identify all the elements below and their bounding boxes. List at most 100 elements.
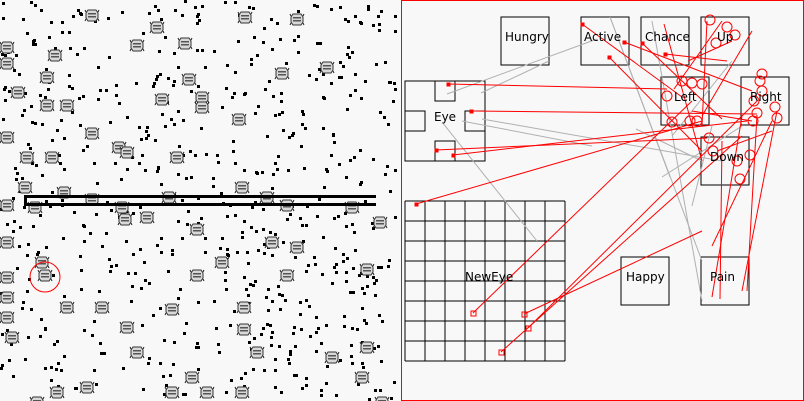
bug[interactable] (17, 181, 33, 194)
brain-canvas[interactable]: Hungry Active Chance Up Left Right Down … (402, 1, 803, 400)
bug[interactable] (189, 269, 205, 282)
food-pellet (282, 129, 285, 132)
bug[interactable] (169, 151, 185, 164)
bug[interactable] (29, 396, 45, 401)
bug[interactable] (37, 269, 53, 282)
bug[interactable] (59, 301, 75, 314)
bug[interactable] (0, 41, 15, 54)
bug[interactable] (139, 211, 155, 224)
bug[interactable] (237, 11, 253, 24)
food-pellet (177, 220, 180, 223)
bug[interactable] (47, 49, 63, 62)
bug[interactable] (0, 131, 15, 144)
selected-bug-highlight[interactable] (29, 261, 61, 293)
bug[interactable] (119, 146, 135, 159)
bug[interactable] (236, 301, 252, 314)
food-pellet (110, 209, 113, 212)
bug[interactable] (119, 321, 135, 334)
food-pellet (272, 95, 275, 98)
bug[interactable] (289, 13, 305, 26)
bug[interactable] (0, 199, 15, 212)
bug[interactable] (354, 371, 370, 384)
world-canvas[interactable] (0, 0, 400, 401)
bug[interactable] (194, 101, 210, 114)
bug[interactable] (129, 39, 145, 52)
bug[interactable] (164, 386, 180, 399)
bug[interactable] (154, 93, 170, 106)
food-pellet (339, 359, 342, 362)
bug[interactable] (49, 386, 65, 399)
bug[interactable] (249, 346, 265, 359)
node-left-label: Left (674, 90, 697, 104)
food-pellet (250, 58, 253, 61)
food-pellet (339, 61, 342, 64)
bug[interactable] (79, 381, 95, 394)
bug[interactable] (84, 127, 100, 140)
food-pellet (93, 369, 96, 372)
bug[interactable] (39, 71, 55, 84)
bug[interactable] (94, 301, 110, 314)
food-pellet (247, 294, 250, 297)
bug[interactable] (4, 331, 20, 344)
bug[interactable] (44, 151, 60, 164)
bug[interactable] (324, 351, 340, 364)
bug[interactable] (289, 241, 305, 254)
synapse-source (470, 310, 477, 317)
food-pellet (12, 375, 15, 378)
node-neweye[interactable] (404, 200, 566, 362)
bug[interactable] (359, 341, 375, 354)
bug[interactable] (0, 57, 15, 70)
food-pellet (229, 324, 232, 327)
bug[interactable] (274, 67, 290, 80)
bug[interactable] (199, 386, 215, 399)
food-pellet (394, 88, 397, 91)
node-active[interactable] (580, 16, 630, 66)
brain-view[interactable]: Hungry Active Chance Up Left Right Down … (401, 0, 804, 401)
food-pellet (109, 270, 112, 273)
bug[interactable] (214, 256, 230, 269)
bug[interactable] (84, 9, 100, 22)
food-pellet (347, 20, 350, 23)
bug[interactable] (59, 99, 75, 112)
bug[interactable] (129, 346, 145, 359)
bug[interactable] (117, 213, 133, 226)
node-right[interactable] (740, 76, 790, 126)
bug[interactable] (234, 181, 250, 194)
bug[interactable] (372, 216, 388, 229)
bug[interactable] (194, 91, 210, 104)
bug[interactable] (279, 269, 295, 282)
bug[interactable] (231, 113, 247, 126)
bug[interactable] (0, 311, 15, 324)
food-pellet (394, 169, 397, 172)
bug[interactable] (19, 151, 35, 164)
food-pellet (32, 225, 35, 228)
bug[interactable] (264, 236, 280, 249)
world-view[interactable] (0, 0, 400, 401)
food-pellet (156, 244, 159, 247)
node-up[interactable] (700, 16, 750, 66)
bug[interactable] (374, 396, 390, 401)
bug[interactable] (236, 323, 252, 336)
connection (651, 20, 703, 302)
bug[interactable] (0, 236, 15, 249)
node-happy[interactable] (620, 256, 670, 306)
bug[interactable] (149, 21, 165, 34)
bug[interactable] (10, 86, 26, 99)
bug[interactable] (184, 371, 200, 384)
bug[interactable] (39, 99, 55, 112)
food-pellet (98, 290, 101, 293)
food-pellet (374, 294, 377, 297)
bug[interactable] (189, 223, 205, 236)
bug[interactable] (164, 303, 180, 316)
bug[interactable] (359, 263, 375, 276)
bug[interactable] (0, 291, 15, 304)
food-pellet (138, 126, 141, 129)
bug[interactable] (177, 37, 193, 50)
bug[interactable] (234, 386, 250, 399)
bug[interactable] (181, 73, 197, 86)
bug[interactable] (319, 61, 335, 74)
bug[interactable] (0, 271, 15, 284)
food-pellet (364, 200, 367, 203)
food-pellet (271, 254, 274, 257)
node-pain[interactable] (700, 256, 750, 306)
